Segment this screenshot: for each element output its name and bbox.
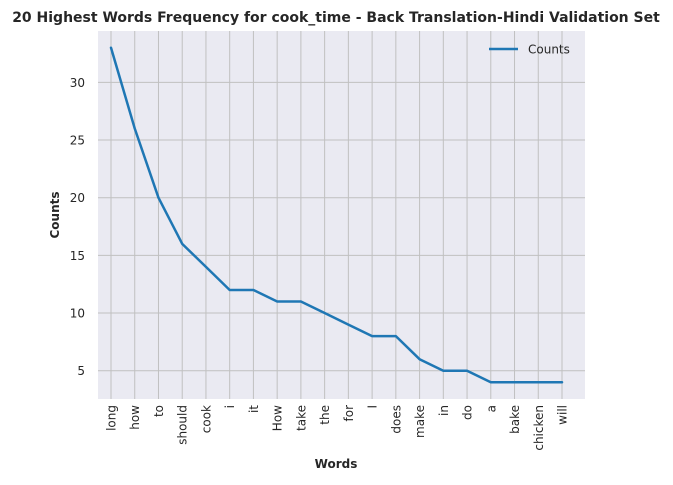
x-tick-label: to	[152, 405, 166, 417]
grid-lines	[98, 31, 585, 399]
chart-title: 20 Highest Words Frequency for cook_time…	[12, 10, 660, 26]
x-tick-label: do	[461, 405, 475, 420]
y-axis-label: Counts	[48, 191, 62, 238]
y-tick-label: 20	[70, 191, 85, 205]
y-tick-label: 30	[70, 76, 85, 90]
plot-area	[98, 31, 585, 399]
y-axis-ticks: 5 10 15 20 25 30	[70, 76, 85, 378]
x-tick-label: how	[128, 405, 142, 430]
x-tick-label: make	[413, 405, 427, 438]
x-tick-label: cook	[199, 405, 213, 433]
x-tick-label: it	[247, 405, 261, 413]
x-tick-label: i	[223, 405, 237, 408]
x-tick-label: How	[271, 405, 285, 431]
x-tick-label: a	[484, 405, 498, 412]
x-tick-label: take	[294, 405, 308, 431]
x-axis-label: Words	[315, 457, 358, 471]
legend-label: Counts	[528, 43, 570, 57]
series-layer	[109, 46, 564, 384]
x-tick-label: I	[366, 405, 380, 409]
y-tick-label: 15	[70, 249, 85, 263]
x-tick-label: long	[105, 405, 119, 431]
series-line-0	[109, 46, 564, 384]
legend: Counts	[489, 43, 570, 57]
x-tick-label: should	[176, 405, 190, 445]
x-tick-label: for	[342, 405, 356, 422]
x-tick-label: bake	[508, 405, 522, 434]
x-tick-label: chicken	[532, 405, 546, 451]
y-tick-label: 5	[77, 364, 85, 378]
x-tick-label: the	[318, 405, 332, 425]
y-tick-label: 25	[70, 134, 85, 148]
x-tick-label: will	[556, 405, 570, 425]
x-tick-label: does	[389, 405, 403, 434]
y-tick-label: 10	[70, 307, 85, 321]
x-tick-label: in	[437, 405, 451, 416]
